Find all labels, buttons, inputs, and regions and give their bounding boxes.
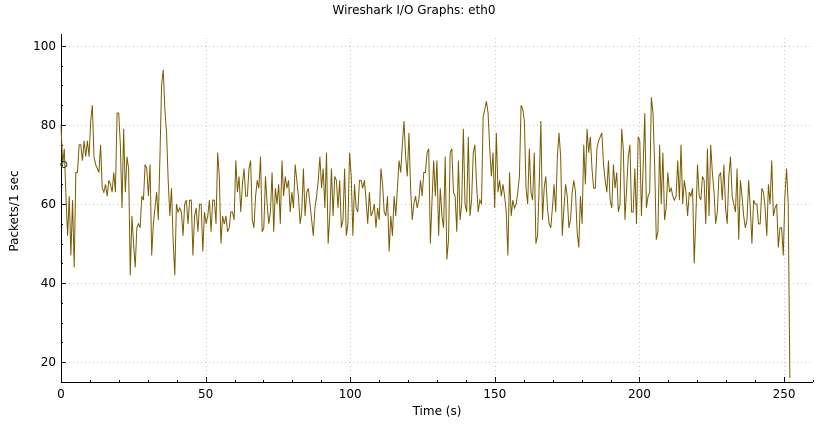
x-tick-label: 250 — [773, 387, 796, 401]
y-tick-label: 60 — [41, 197, 56, 211]
chart-title: Wireshark I/O Graphs: eth0 — [333, 3, 496, 17]
axes — [61, 34, 813, 383]
y-tick-label: 40 — [41, 276, 56, 290]
x-tick-label: 100 — [339, 387, 362, 401]
series-layer — [60, 69, 791, 379]
series-line — [60, 69, 791, 379]
selection-marker[interactable] — [60, 161, 68, 169]
grid-lines — [61, 38, 813, 382]
tick-marks — [61, 46, 814, 382]
y-tick-label: 20 — [41, 355, 56, 369]
x-axis-label: Time (s) — [412, 404, 462, 418]
x-tick-label: 0 — [57, 387, 65, 401]
y-tick-label: 100 — [33, 39, 56, 53]
tick-labels: 0 50 100 150 200 250 20 40 60 80 100 — [33, 39, 795, 401]
x-tick-label: 150 — [483, 387, 506, 401]
x-tick-label: 50 — [198, 387, 213, 401]
y-tick-label: 80 — [41, 118, 56, 132]
x-tick-label: 200 — [628, 387, 651, 401]
y-axis-label: Packets/1 sec — [7, 170, 21, 251]
